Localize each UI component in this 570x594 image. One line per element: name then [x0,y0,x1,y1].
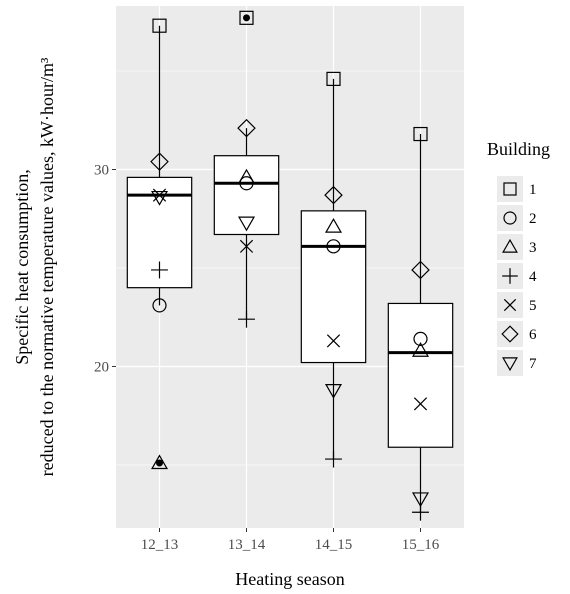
legend-label: 4 [529,269,537,285]
point-building-2-15_16 [413,331,428,346]
box-body [300,210,367,364]
x-axis: 12_13 13_14 14_15 15_16 [141,528,440,553]
point-building-1-12_13 [152,18,167,33]
point-group [150,10,430,521]
x-axis-title: Heating season [235,569,344,589]
x-tick-label: 13_14 [228,537,266,553]
x-tick-label: 14_15 [315,537,353,553]
point-building-7-14_15 [324,383,343,399]
x-tick-label: 15_16 [402,537,440,553]
legend-title: Building [487,139,550,159]
y-axis-title-line1: Specific heat consumption, [12,169,32,364]
box-14_15 [300,78,367,460]
outlier-point [243,14,250,22]
point-building-1-15_16 [413,126,428,142]
point-building-6-15_16 [411,260,430,280]
y-tick-label: 30 [94,162,109,178]
legend-key-background [497,350,523,376]
legend-label: 1 [529,182,537,198]
legend: Building 1 2 3 4 5 6 7 [487,139,550,376]
box-body [213,155,280,236]
box-15_16 [387,134,454,513]
legend-entry-2: 2 [497,205,537,231]
x-tick-label: 12_13 [141,537,179,553]
point-building-1-14_15 [326,71,341,86]
legend-entry-7: 7 [497,350,537,376]
legend-key-triangle-down [502,357,518,372]
legend-label: 2 [529,211,537,227]
legend-key-background [497,176,523,202]
box-12_13 [126,25,193,467]
point-building-5-13_14 [239,239,254,253]
legend-key-background [497,205,523,231]
legend-entry-4: 4 [497,263,537,289]
box-group [126,14,454,513]
point-building-6-14_15 [324,185,343,205]
point-building-3-15_16 [411,342,430,357]
outlier-point [156,459,163,467]
point-building-1-13_14 [239,10,254,25]
y-axis-title-line2: reduced to the normative temperature val… [37,57,57,476]
legend-label: 7 [529,356,537,372]
point-building-5-14_15 [326,334,341,348]
legend-entry-3: 3 [497,234,537,260]
box-body [387,302,454,448]
point-building-5-15_16 [413,397,428,411]
legend-entry-6: 6 [497,321,537,347]
legend-key-square [503,182,517,196]
point-building-3-13_14 [237,168,256,184]
legend-key-diamond [501,325,519,343]
point-building-6-13_14 [237,118,256,138]
point-building-4-12_13 [151,261,168,279]
point-building-4-13_14 [238,310,255,328]
legend-key-background [497,321,523,347]
legend-key-cross [503,298,517,312]
point-building-7-12_13 [150,190,169,206]
point-building-3-12_13 [150,454,169,470]
legend-key-background [497,234,523,260]
point-building-2-14_15 [326,239,341,254]
legend-key-triangle-up [502,238,518,253]
legend-label: 3 [529,240,537,256]
point-building-7-13_14 [237,216,256,232]
point-building-7-15_16 [411,492,430,508]
legend-entry-5: 5 [497,292,537,318]
legend-key-plus [502,268,518,284]
legend-label: 5 [529,298,537,314]
point-building-3-14_15 [324,217,343,233]
point-building-4-14_15 [325,450,342,468]
y-tick-label: 20 [94,359,109,375]
legend-key-circle [503,211,517,225]
legend-label: 6 [529,327,537,343]
point-building-2-12_13 [152,298,167,313]
point-building-6-12_13 [150,152,169,171]
legend-entry-1: 1 [497,176,537,202]
